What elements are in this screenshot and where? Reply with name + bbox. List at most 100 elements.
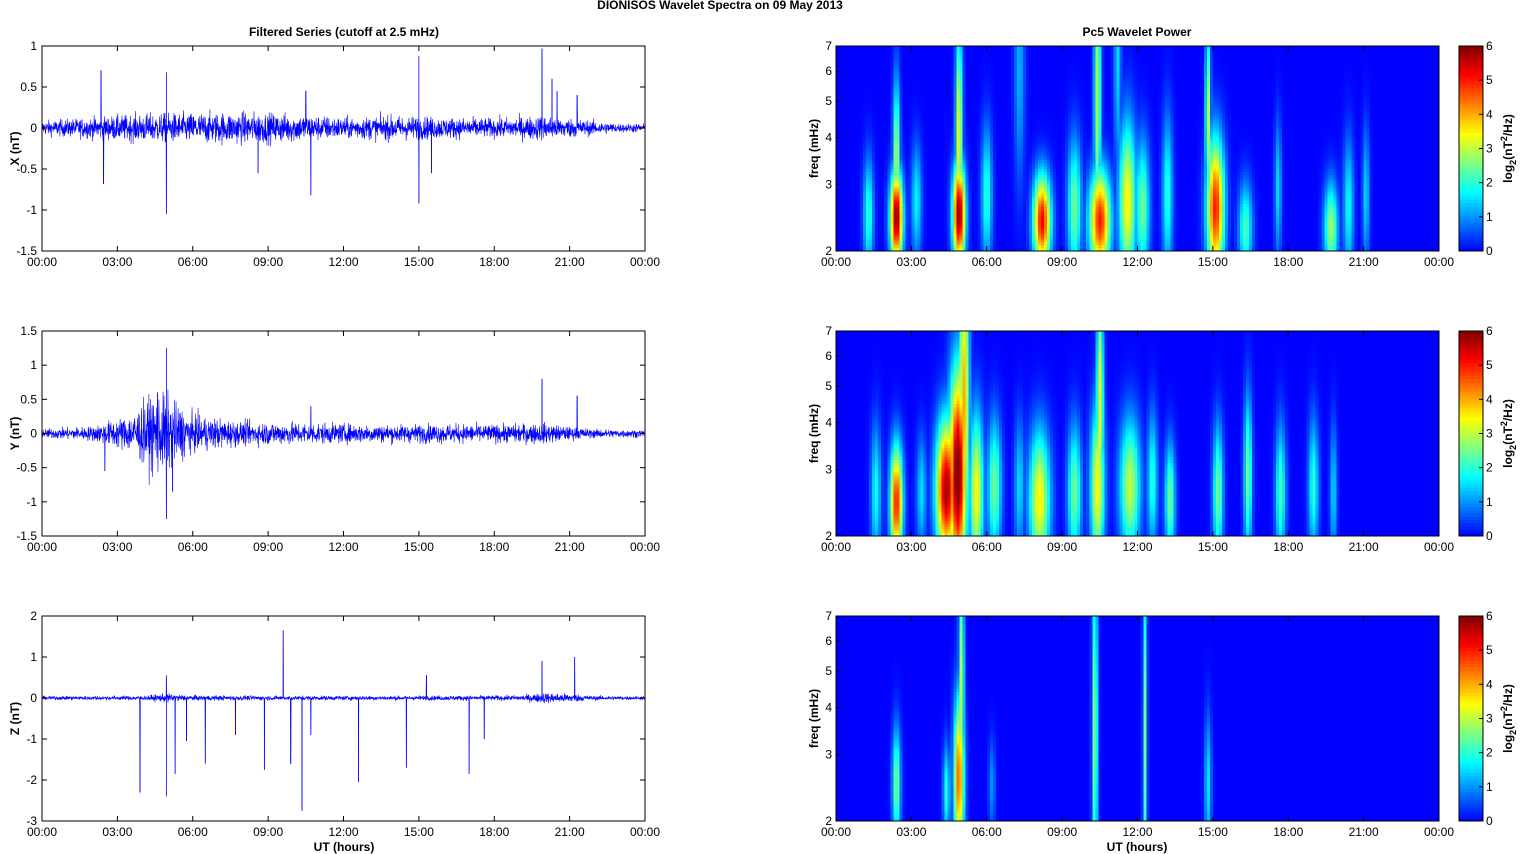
heatmap-cell [978, 64, 981, 67]
heatmap-cell [978, 81, 981, 84]
heatmap-cell [1159, 99, 1162, 102]
heatmap-cell [1246, 78, 1249, 81]
heatmap-cell [887, 116, 890, 119]
heatmap-cell [1204, 61, 1207, 64]
heatmap-cell [1138, 108, 1141, 111]
heatmap-cell [1204, 55, 1207, 58]
heatmap-cell [1005, 61, 1008, 64]
heatmap-cell [954, 69, 957, 72]
heatmap-cell [1026, 75, 1029, 78]
heatmap-cell [839, 113, 842, 116]
heatmap-cell [1204, 93, 1207, 96]
heatmap-cell [842, 110, 845, 113]
heatmap-cell [1258, 72, 1261, 75]
heatmap-cell [1291, 67, 1294, 70]
heatmap-cell [1279, 69, 1282, 72]
heatmap-cell [984, 84, 987, 87]
heatmap-cell [1044, 49, 1047, 52]
heatmap-cell [1165, 116, 1168, 119]
heatmap-cell [1065, 58, 1068, 61]
heatmap-cell [969, 87, 972, 90]
heatmap-cell [957, 75, 960, 78]
heatmap-cell [884, 96, 887, 99]
heatmap-cell [854, 96, 857, 99]
heatmap-cell [1159, 105, 1162, 108]
heatmap-cell [836, 64, 839, 67]
heatmap-cell [1168, 52, 1171, 55]
heatmap-cell [899, 105, 902, 108]
heatmap-cell [1361, 64, 1364, 67]
heatmap-cell [1008, 78, 1011, 81]
heatmap-cell [1364, 113, 1367, 116]
heatmap-cell [1138, 49, 1141, 52]
heatmap-cell [1032, 105, 1035, 108]
heatmap-cell [951, 55, 954, 58]
heatmap-cell [1252, 110, 1255, 113]
heatmap-cell [972, 90, 975, 93]
heatmap-cell [854, 84, 857, 87]
heatmap-cell [1379, 84, 1382, 87]
heatmap-cell [1150, 58, 1153, 61]
heatmap-cell [1267, 69, 1270, 72]
heatmap-cell [1294, 90, 1297, 93]
heatmap-cell [1023, 93, 1026, 96]
heatmap-cell [1038, 64, 1041, 67]
heatmap-cell [1002, 110, 1005, 113]
heatmap-cell [1059, 116, 1062, 119]
heatmap-cell [1053, 116, 1056, 119]
heatmap-cell [1276, 81, 1279, 84]
heatmap-cell [1421, 108, 1424, 111]
heatmap-cell [999, 49, 1002, 52]
heatmap-cell [1246, 90, 1249, 93]
heatmap-cell [1125, 116, 1128, 119]
heatmap-cell [1252, 93, 1255, 96]
heatmap-cell [1433, 49, 1436, 52]
heatmap-cell [1050, 84, 1053, 87]
heatmap-cell [1318, 84, 1321, 87]
heatmap-cell [1201, 81, 1204, 84]
heatmap-cell [951, 108, 954, 111]
heatmap-cell [1237, 69, 1240, 72]
heatmap-cell [1237, 61, 1240, 64]
heatmap-cell [917, 113, 920, 116]
heatmap-cell [932, 84, 935, 87]
heatmap-cell [1210, 61, 1213, 64]
heatmap-cell [1195, 49, 1198, 52]
heatmap-cell [1306, 96, 1309, 99]
heatmap-cell [1186, 61, 1189, 64]
heatmap-cell [1361, 61, 1364, 64]
heatmap-cell [1110, 110, 1113, 113]
heatmap-cell [1355, 69, 1358, 72]
heatmap-cell [1309, 108, 1312, 111]
heatmap-cell [1343, 102, 1346, 105]
heatmap-cell [1165, 58, 1168, 61]
heatmap-cell [1264, 93, 1267, 96]
heatmap-cell [1294, 93, 1297, 96]
heatmap-cell [1047, 64, 1050, 67]
heatmap-cell [839, 55, 842, 58]
heatmap-cell [839, 58, 842, 61]
heatmap-cell [978, 49, 981, 52]
heatmap-cell [1083, 78, 1086, 81]
heatmap-cell [1041, 69, 1044, 72]
heatmap-cell [1089, 84, 1092, 87]
heatmap-cell [1282, 75, 1285, 78]
heatmap-cell [1044, 90, 1047, 93]
heatmap-cell [1128, 75, 1131, 78]
heatmap-cell [1171, 75, 1174, 78]
heatmap-cell [972, 61, 975, 64]
heatmap-cell [1333, 93, 1336, 96]
heatmap-cell [887, 49, 890, 52]
heatmap-cell [1430, 105, 1433, 108]
heatmap-cell [1391, 113, 1394, 116]
heatmap-cell [1119, 116, 1122, 119]
heatmap-cell [990, 78, 993, 81]
heatmap-cell [1222, 64, 1225, 67]
heatmap-cell [1312, 52, 1315, 55]
heatmap-cell [1264, 67, 1267, 70]
heatmap-cell [1192, 110, 1195, 113]
heatmap-cell [1285, 72, 1288, 75]
heatmap-cell [1324, 113, 1327, 116]
heatmap-cell [1086, 69, 1089, 72]
heatmap-cell [1379, 96, 1382, 99]
